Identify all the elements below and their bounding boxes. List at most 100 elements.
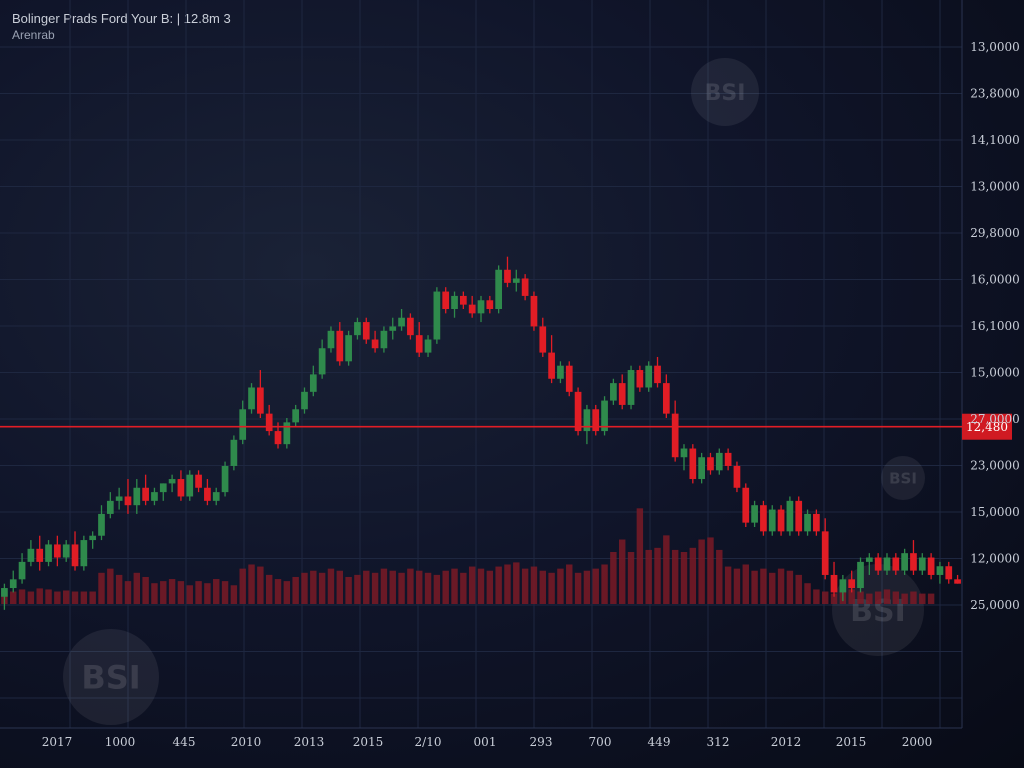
candle[interactable]: [142, 474, 149, 506]
candle[interactable]: [407, 313, 414, 340]
candle[interactable]: [874, 553, 882, 575]
candle[interactable]: [98, 505, 105, 541]
candle[interactable]: [830, 561, 838, 597]
candle[interactable]: [477, 295, 485, 323]
candle[interactable]: [813, 509, 820, 536]
candle[interactable]: [786, 496, 794, 536]
candle[interactable]: [795, 496, 803, 536]
candle[interactable]: [724, 448, 732, 471]
candle[interactable]: [124, 479, 132, 514]
candle[interactable]: [618, 374, 626, 410]
candle[interactable]: [177, 470, 185, 501]
candle[interactable]: [36, 535, 44, 571]
candle[interactable]: [548, 335, 555, 384]
candle[interactable]: [848, 570, 856, 593]
candle[interactable]: [945, 561, 953, 584]
candle[interactable]: [486, 295, 494, 314]
candle[interactable]: [654, 356, 661, 388]
candle[interactable]: [901, 548, 908, 575]
candle[interactable]: [106, 492, 114, 519]
candle[interactable]: [689, 444, 697, 484]
candle[interactable]: [574, 387, 582, 436]
candle[interactable]: [54, 535, 61, 567]
candle[interactable]: [751, 500, 758, 527]
candle[interactable]: [883, 553, 891, 575]
candle[interactable]: [468, 295, 476, 318]
candle[interactable]: [318, 339, 326, 379]
candle[interactable]: [927, 553, 935, 580]
candle[interactable]: [159, 483, 167, 501]
candle[interactable]: [1, 583, 8, 610]
candle[interactable]: [504, 256, 511, 288]
candle[interactable]: [733, 461, 741, 493]
candle[interactable]: [80, 535, 88, 571]
candle[interactable]: [257, 370, 264, 418]
candle[interactable]: [168, 474, 176, 493]
candle[interactable]: [521, 274, 529, 301]
candle[interactable]: [671, 400, 679, 462]
candle[interactable]: [239, 400, 247, 445]
candle[interactable]: [539, 317, 547, 357]
candle[interactable]: [918, 553, 926, 575]
candle[interactable]: [680, 444, 688, 471]
candle[interactable]: [459, 291, 467, 309]
candle[interactable]: [565, 361, 573, 397]
candle[interactable]: [610, 378, 617, 405]
candle[interactable]: [27, 540, 35, 567]
candle[interactable]: [371, 330, 379, 353]
candle[interactable]: [248, 383, 255, 414]
candle[interactable]: [865, 553, 873, 575]
candle[interactable]: [645, 361, 653, 392]
candle[interactable]: [707, 452, 714, 475]
candle[interactable]: [839, 574, 847, 602]
candle[interactable]: [186, 470, 194, 501]
candle[interactable]: [768, 505, 776, 536]
candle[interactable]: [627, 365, 635, 410]
candle[interactable]: [398, 309, 405, 331]
candle[interactable]: [9, 570, 17, 593]
candle[interactable]: [715, 448, 723, 475]
candle[interactable]: [115, 487, 123, 510]
candle[interactable]: [583, 404, 591, 445]
candle[interactable]: [451, 291, 458, 318]
candle[interactable]: [804, 509, 811, 536]
candle[interactable]: [380, 326, 388, 353]
candle[interactable]: [221, 461, 229, 497]
candle[interactable]: [821, 518, 829, 580]
candle[interactable]: [892, 553, 900, 575]
candle[interactable]: [495, 265, 503, 314]
candle[interactable]: [424, 335, 432, 357]
candle[interactable]: [336, 322, 344, 366]
candle[interactable]: [133, 479, 141, 514]
candle[interactable]: [195, 470, 202, 493]
candle[interactable]: [354, 317, 361, 340]
candle[interactable]: [301, 387, 308, 414]
candle[interactable]: [89, 531, 97, 549]
candle[interactable]: [415, 322, 423, 357]
candle[interactable]: [857, 557, 864, 593]
candle[interactable]: [204, 479, 211, 506]
candle[interactable]: [936, 561, 944, 584]
candle[interactable]: [212, 487, 220, 506]
candle[interactable]: [292, 404, 300, 427]
candles[interactable]: [1, 256, 961, 610]
candle[interactable]: [760, 500, 767, 536]
candle[interactable]: [954, 574, 961, 584]
candle[interactable]: [442, 287, 450, 314]
candle[interactable]: [389, 317, 397, 340]
candle[interactable]: [592, 404, 600, 436]
candle[interactable]: [45, 540, 52, 567]
candle[interactable]: [601, 396, 608, 436]
candle[interactable]: [327, 326, 335, 353]
candle[interactable]: [62, 540, 70, 562]
candle[interactable]: [742, 483, 750, 527]
candle[interactable]: [265, 404, 273, 436]
candle[interactable]: [362, 317, 370, 344]
candle[interactable]: [283, 418, 291, 449]
candle[interactable]: [433, 287, 441, 344]
candle[interactable]: [557, 361, 564, 384]
candle[interactable]: [777, 505, 785, 536]
candle[interactable]: [151, 487, 158, 506]
candle[interactable]: [698, 452, 705, 484]
